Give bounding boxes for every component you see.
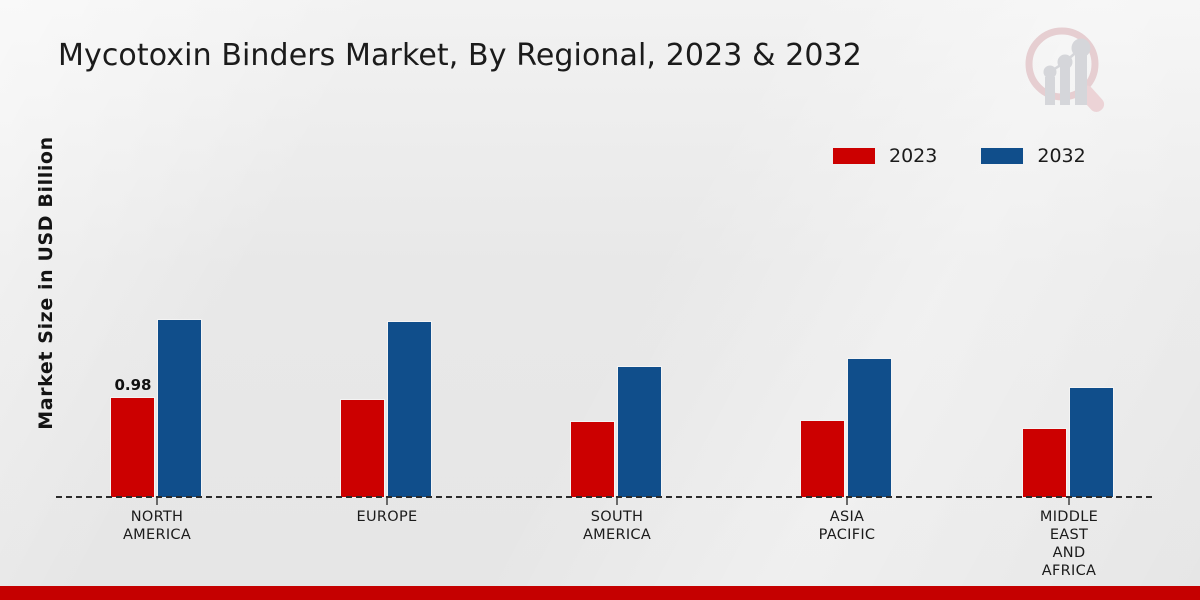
bar-group-middle-east-and-africa xyxy=(1022,150,1114,498)
bar-group-north-america xyxy=(110,150,202,498)
x-axis-label-europe: EUROPE xyxy=(307,508,467,526)
x-axis-label-line: EUROPE xyxy=(356,509,418,525)
x-axis-label-line: MIDDLE xyxy=(1039,509,1099,525)
x-axis-tick-europe xyxy=(386,498,388,505)
x-axis-baseline xyxy=(56,496,1152,498)
x-axis-tick-middle-east-and-africa xyxy=(1068,498,1070,505)
x-axis-tick-south-america xyxy=(616,498,618,505)
x-axis-label-line: SOUTH xyxy=(590,509,644,525)
legend-swatch-2023 xyxy=(833,148,875,164)
x-axis-label-south-america: SOUTH AMERICA xyxy=(537,508,697,544)
x-axis-label-line: PACIFIC xyxy=(818,527,876,543)
x-axis-label-asia-pacific: ASIA PACIFIC xyxy=(767,508,927,544)
legend-item-2032[interactable]: 2032 xyxy=(981,145,1086,167)
x-axis-tick-asia-pacific xyxy=(846,498,848,505)
value-label-2023-north-america: 0.98 xyxy=(114,376,152,394)
bar-2032-asia-pacific[interactable] xyxy=(847,358,892,498)
bar-2023-south-america[interactable] xyxy=(570,421,615,498)
x-axis-label-line: AND xyxy=(1052,545,1086,561)
chart-legend: 2023 2032 xyxy=(833,145,1086,167)
legend-swatch-2032 xyxy=(981,148,1024,164)
x-axis-label-line: ASIA xyxy=(829,509,865,525)
x-axis-label-line: AMERICA xyxy=(582,527,652,543)
bar-group-south-america xyxy=(570,150,662,498)
bar-2023-europe[interactable] xyxy=(340,399,385,498)
x-axis-label-line: EAST xyxy=(1049,527,1089,543)
y-axis-label: Market Size in USD Billion xyxy=(35,136,57,430)
bar-2032-south-america[interactable] xyxy=(617,366,662,498)
bar-group-europe xyxy=(340,150,432,498)
x-axis-label-middle-east-and-africa: MIDDLE EAST AND AFRICA xyxy=(989,508,1149,580)
x-axis-label-line: AFRICA xyxy=(1041,563,1097,579)
bar-2032-middle-east-and-africa[interactable] xyxy=(1069,387,1114,498)
bottom-accent-stripe xyxy=(0,586,1200,600)
chart-title: Mycotoxin Binders Market, By Regional, 2… xyxy=(58,38,862,73)
x-axis-tick-north-america xyxy=(156,498,158,505)
bar-2023-north-america[interactable] xyxy=(110,397,155,498)
x-axis-label-north-america: NORTH AMERICA xyxy=(77,508,237,544)
legend-label-2032: 2032 xyxy=(1037,145,1086,167)
legend-item-2023[interactable]: 2023 xyxy=(833,145,937,167)
magnifier-bar-chart-logo-watermark xyxy=(1020,22,1116,118)
plot-area xyxy=(56,150,1156,498)
bar-2023-middle-east-and-africa[interactable] xyxy=(1022,428,1067,498)
x-axis-label-line: NORTH xyxy=(130,509,184,525)
x-axis-label-line: AMERICA xyxy=(122,527,192,543)
legend-label-2023: 2023 xyxy=(889,145,938,167)
bar-group-asia-pacific xyxy=(800,150,892,498)
bar-2032-europe[interactable] xyxy=(387,321,432,498)
bar-2023-asia-pacific[interactable] xyxy=(800,420,845,498)
bar-2032-north-america[interactable] xyxy=(157,319,202,498)
